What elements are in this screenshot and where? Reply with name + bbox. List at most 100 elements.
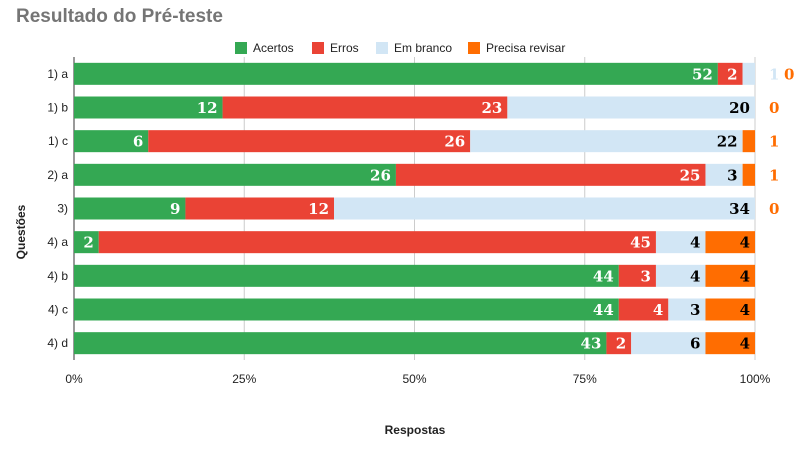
bar-segment bbox=[74, 197, 186, 220]
bar-segment bbox=[334, 197, 755, 220]
legend-label: Acertos bbox=[253, 41, 294, 55]
category-label: 1) b bbox=[47, 101, 68, 115]
legend-label: Em branco bbox=[394, 41, 452, 55]
legend-item[interactable]: Precisa revisar bbox=[468, 41, 565, 55]
bar-segment bbox=[98, 231, 656, 254]
bar-segment bbox=[705, 231, 755, 254]
data-label: 25 bbox=[680, 166, 701, 184]
bar-segment bbox=[742, 130, 755, 153]
bar-segment bbox=[222, 96, 508, 119]
outside-data-label: 0 bbox=[784, 65, 794, 83]
outside-data-label: 1 bbox=[769, 65, 779, 83]
legend-label: Precisa revisar bbox=[486, 41, 565, 55]
bar-segment bbox=[631, 332, 706, 355]
data-label: 26 bbox=[370, 166, 391, 184]
bar-segment bbox=[655, 264, 706, 287]
legend-item[interactable]: Acertos bbox=[235, 41, 294, 55]
category-label: 3) bbox=[57, 202, 68, 216]
bar-segment bbox=[705, 264, 755, 287]
data-label: 4 bbox=[740, 335, 750, 353]
legend-swatch bbox=[235, 42, 247, 54]
data-label: 2 bbox=[83, 234, 93, 252]
bars bbox=[74, 62, 755, 355]
category-label: 4) d bbox=[47, 336, 68, 350]
bar-segment bbox=[74, 332, 607, 355]
bar-segment bbox=[74, 62, 718, 85]
data-label: 12 bbox=[197, 99, 218, 117]
data-label: 22 bbox=[717, 133, 738, 151]
data-label: 3 bbox=[727, 166, 737, 184]
bar-segment bbox=[742, 62, 755, 85]
data-label: 4 bbox=[740, 234, 750, 252]
data-label: 4 bbox=[740, 301, 750, 319]
data-label: 6 bbox=[133, 133, 143, 151]
outside-data-label: 1 bbox=[769, 166, 779, 184]
bar-segment bbox=[606, 332, 632, 355]
data-label: 20 bbox=[729, 99, 750, 117]
data-label: 34 bbox=[729, 200, 750, 218]
bar-segment bbox=[705, 163, 743, 186]
x-tick-label: 100% bbox=[740, 372, 771, 386]
bar-segment bbox=[74, 130, 149, 153]
data-label: 12 bbox=[308, 200, 329, 218]
bar-segment bbox=[618, 264, 656, 287]
bar-segment bbox=[74, 264, 619, 287]
legend-item[interactable]: Em branco bbox=[376, 41, 452, 55]
category-label: 4) c bbox=[48, 303, 68, 317]
outside-data-label: 0 bbox=[769, 99, 779, 117]
bar-segment bbox=[655, 231, 706, 254]
x-tick-labels: 0% 25% 50% 75% 100% bbox=[65, 372, 770, 386]
x-tick-label: 75% bbox=[573, 372, 597, 386]
legend-swatch bbox=[312, 42, 324, 54]
bar-segment bbox=[668, 298, 706, 321]
bar-segment bbox=[742, 163, 755, 186]
bar-segment bbox=[74, 163, 396, 186]
data-label: 4 bbox=[690, 234, 700, 252]
bar-segment bbox=[148, 130, 471, 153]
legend-swatch bbox=[376, 42, 388, 54]
category-label: 4) a bbox=[47, 235, 68, 249]
outside-data-label: 1 bbox=[769, 133, 779, 151]
x-tick-label: 0% bbox=[65, 372, 83, 386]
bar-segment bbox=[74, 96, 223, 119]
data-label: 43 bbox=[581, 335, 602, 353]
bar-segment bbox=[507, 96, 755, 119]
category-label: 1) a bbox=[47, 67, 68, 81]
outside-data-label: 0 bbox=[769, 200, 779, 218]
data-label: 4 bbox=[690, 267, 700, 285]
bar-segment bbox=[705, 332, 755, 355]
data-label: 3 bbox=[641, 267, 651, 285]
y-axis-title: Questões bbox=[14, 204, 28, 259]
bar-segment bbox=[470, 130, 743, 153]
data-label: 52 bbox=[692, 65, 713, 83]
data-label: 9 bbox=[170, 200, 180, 218]
data-label: 6 bbox=[690, 335, 700, 353]
category-label: 2) a bbox=[47, 168, 68, 182]
bar-segment bbox=[618, 298, 669, 321]
legend-label: Erros bbox=[330, 41, 359, 55]
bar-segment bbox=[717, 62, 743, 85]
category-label: 1) c bbox=[48, 134, 68, 148]
chart-title: Resultado do Pré-teste bbox=[16, 6, 223, 27]
data-label: 3 bbox=[690, 301, 700, 319]
data-label: 2 bbox=[616, 335, 626, 353]
data-label: 4 bbox=[740, 267, 750, 285]
legend-item[interactable]: Erros bbox=[312, 41, 359, 55]
data-label: 45 bbox=[630, 234, 651, 252]
data-label: 26 bbox=[444, 133, 465, 151]
x-tick-label: 50% bbox=[402, 372, 426, 386]
legend-swatch bbox=[468, 42, 480, 54]
data-label: 44 bbox=[593, 267, 614, 285]
legend[interactable]: Acertos Erros Em branco Precisa revisar bbox=[235, 41, 565, 55]
data-label: 44 bbox=[593, 301, 614, 319]
x-tick-label: 25% bbox=[232, 372, 256, 386]
bar-segment bbox=[395, 163, 706, 186]
category-labels: 1) a 1) b 1) c 2) a 3) 4) a 4) b 4) c 4) d bbox=[47, 67, 68, 350]
data-label: 2 bbox=[727, 65, 737, 83]
bar-segment bbox=[74, 231, 99, 254]
x-axis-title: Respostas bbox=[385, 423, 446, 437]
data-label: 23 bbox=[481, 99, 502, 117]
